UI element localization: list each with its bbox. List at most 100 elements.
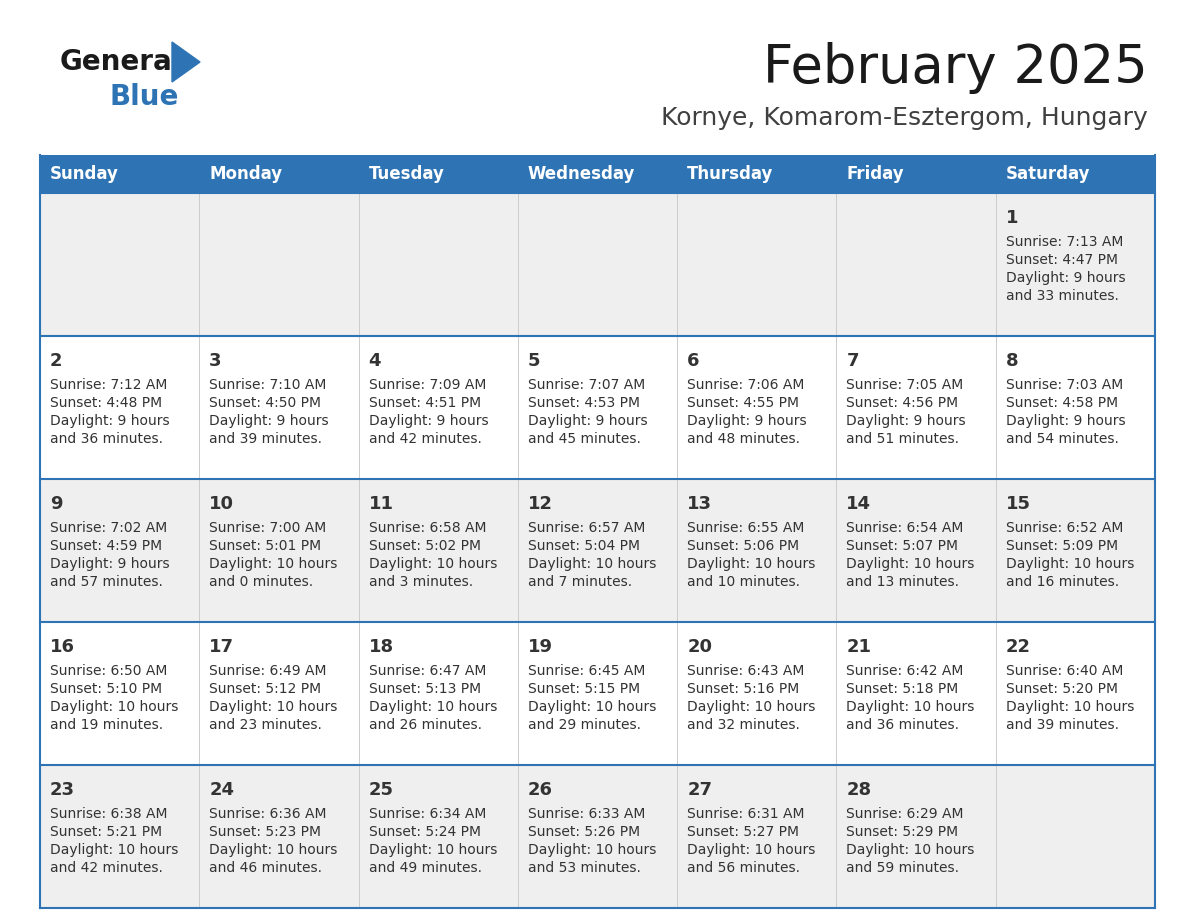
Text: 12: 12 (527, 495, 552, 513)
Text: Daylight: 9 hours: Daylight: 9 hours (527, 414, 647, 428)
Text: Wednesday: Wednesday (527, 165, 636, 183)
Text: Sunrise: 7:12 AM: Sunrise: 7:12 AM (50, 378, 168, 392)
Text: 20: 20 (687, 638, 712, 656)
Text: Sunset: 5:10 PM: Sunset: 5:10 PM (50, 682, 162, 696)
Text: and 46 minutes.: and 46 minutes. (209, 861, 322, 875)
Text: Daylight: 10 hours: Daylight: 10 hours (527, 557, 656, 571)
Text: Daylight: 9 hours: Daylight: 9 hours (687, 414, 807, 428)
Text: Sunset: 5:07 PM: Sunset: 5:07 PM (846, 539, 959, 553)
Text: Sunrise: 7:09 AM: Sunrise: 7:09 AM (368, 378, 486, 392)
Text: Daylight: 10 hours: Daylight: 10 hours (846, 557, 975, 571)
Text: Daylight: 10 hours: Daylight: 10 hours (687, 700, 815, 714)
Text: 15: 15 (1006, 495, 1031, 513)
Text: and 42 minutes.: and 42 minutes. (368, 432, 481, 446)
Text: and 56 minutes.: and 56 minutes. (687, 861, 801, 875)
Text: Daylight: 9 hours: Daylight: 9 hours (1006, 271, 1125, 285)
Text: and 13 minutes.: and 13 minutes. (846, 575, 960, 589)
Text: 24: 24 (209, 781, 234, 799)
Text: 28: 28 (846, 781, 872, 799)
Text: and 29 minutes.: and 29 minutes. (527, 718, 640, 732)
Text: Daylight: 10 hours: Daylight: 10 hours (368, 557, 497, 571)
Text: Sunset: 4:59 PM: Sunset: 4:59 PM (50, 539, 162, 553)
Text: 1: 1 (1006, 209, 1018, 227)
Text: Sunset: 4:48 PM: Sunset: 4:48 PM (50, 396, 162, 410)
Text: Sunset: 5:23 PM: Sunset: 5:23 PM (209, 825, 321, 839)
Text: Sunset: 5:13 PM: Sunset: 5:13 PM (368, 682, 481, 696)
Text: Daylight: 10 hours: Daylight: 10 hours (50, 700, 178, 714)
Text: Daylight: 10 hours: Daylight: 10 hours (527, 843, 656, 857)
Text: Sunrise: 6:57 AM: Sunrise: 6:57 AM (527, 521, 645, 535)
Text: Daylight: 9 hours: Daylight: 9 hours (50, 557, 170, 571)
Text: Daylight: 9 hours: Daylight: 9 hours (368, 414, 488, 428)
Text: Sunrise: 7:07 AM: Sunrise: 7:07 AM (527, 378, 645, 392)
Text: Sunset: 4:51 PM: Sunset: 4:51 PM (368, 396, 481, 410)
Text: Daylight: 10 hours: Daylight: 10 hours (527, 700, 656, 714)
Bar (40, 155, 1155, 193)
Text: Sunset: 5:01 PM: Sunset: 5:01 PM (209, 539, 322, 553)
Text: Sunrise: 7:05 AM: Sunrise: 7:05 AM (846, 378, 963, 392)
Text: and 36 minutes.: and 36 minutes. (846, 718, 960, 732)
Text: Monday: Monday (209, 165, 283, 183)
Text: Sunset: 5:26 PM: Sunset: 5:26 PM (527, 825, 640, 839)
Text: and 23 minutes.: and 23 minutes. (209, 718, 322, 732)
Text: General: General (61, 48, 183, 76)
Text: and 36 minutes.: and 36 minutes. (50, 432, 163, 446)
Text: 6: 6 (687, 352, 700, 370)
Text: Sunset: 5:12 PM: Sunset: 5:12 PM (209, 682, 322, 696)
Text: Daylight: 10 hours: Daylight: 10 hours (687, 557, 815, 571)
Text: Sunset: 5:02 PM: Sunset: 5:02 PM (368, 539, 481, 553)
Bar (40, 336, 1155, 479)
Text: Sunday: Sunday (50, 165, 119, 183)
Text: 27: 27 (687, 781, 712, 799)
Text: 19: 19 (527, 638, 552, 656)
Text: and 32 minutes.: and 32 minutes. (687, 718, 800, 732)
Text: and 39 minutes.: and 39 minutes. (1006, 718, 1119, 732)
Text: Sunset: 5:09 PM: Sunset: 5:09 PM (1006, 539, 1118, 553)
Text: Daylight: 10 hours: Daylight: 10 hours (209, 700, 337, 714)
Text: Sunset: 5:04 PM: Sunset: 5:04 PM (527, 539, 640, 553)
Text: 25: 25 (368, 781, 393, 799)
Text: and 3 minutes.: and 3 minutes. (368, 575, 473, 589)
Text: and 7 minutes.: and 7 minutes. (527, 575, 632, 589)
Text: 22: 22 (1006, 638, 1031, 656)
Text: Daylight: 9 hours: Daylight: 9 hours (846, 414, 966, 428)
Text: Sunrise: 7:03 AM: Sunrise: 7:03 AM (1006, 378, 1123, 392)
Bar (40, 479, 1155, 622)
Text: Sunset: 4:58 PM: Sunset: 4:58 PM (1006, 396, 1118, 410)
Text: and 19 minutes.: and 19 minutes. (50, 718, 163, 732)
Text: Sunrise: 6:55 AM: Sunrise: 6:55 AM (687, 521, 804, 535)
Text: and 33 minutes.: and 33 minutes. (1006, 289, 1119, 303)
Text: and 16 minutes.: and 16 minutes. (1006, 575, 1119, 589)
Bar (40, 622, 1155, 765)
Text: Sunset: 5:24 PM: Sunset: 5:24 PM (368, 825, 481, 839)
Text: 3: 3 (209, 352, 222, 370)
Text: Daylight: 10 hours: Daylight: 10 hours (209, 843, 337, 857)
Text: Sunrise: 6:47 AM: Sunrise: 6:47 AM (368, 664, 486, 678)
Text: Sunrise: 7:13 AM: Sunrise: 7:13 AM (1006, 235, 1123, 249)
Text: Sunset: 4:56 PM: Sunset: 4:56 PM (846, 396, 959, 410)
Text: February 2025: February 2025 (763, 42, 1148, 94)
Text: Saturday: Saturday (1006, 165, 1091, 183)
Text: 7: 7 (846, 352, 859, 370)
Text: 2: 2 (50, 352, 63, 370)
Text: Sunrise: 6:52 AM: Sunrise: 6:52 AM (1006, 521, 1123, 535)
Text: Daylight: 10 hours: Daylight: 10 hours (846, 700, 975, 714)
Text: Daylight: 10 hours: Daylight: 10 hours (50, 843, 178, 857)
Text: and 42 minutes.: and 42 minutes. (50, 861, 163, 875)
Text: Sunset: 5:06 PM: Sunset: 5:06 PM (687, 539, 800, 553)
Text: Sunrise: 6:36 AM: Sunrise: 6:36 AM (209, 807, 327, 821)
Text: Sunset: 5:16 PM: Sunset: 5:16 PM (687, 682, 800, 696)
Bar (40, 193, 1155, 336)
Text: and 49 minutes.: and 49 minutes. (368, 861, 481, 875)
Text: 26: 26 (527, 781, 552, 799)
Text: and 59 minutes.: and 59 minutes. (846, 861, 960, 875)
Text: 5: 5 (527, 352, 541, 370)
Text: Daylight: 10 hours: Daylight: 10 hours (368, 700, 497, 714)
Text: and 53 minutes.: and 53 minutes. (527, 861, 640, 875)
Text: Friday: Friday (846, 165, 904, 183)
Text: and 26 minutes.: and 26 minutes. (368, 718, 481, 732)
Text: Sunrise: 6:33 AM: Sunrise: 6:33 AM (527, 807, 645, 821)
Text: 10: 10 (209, 495, 234, 513)
Text: Sunset: 5:29 PM: Sunset: 5:29 PM (846, 825, 959, 839)
Text: Sunrise: 6:50 AM: Sunrise: 6:50 AM (50, 664, 168, 678)
